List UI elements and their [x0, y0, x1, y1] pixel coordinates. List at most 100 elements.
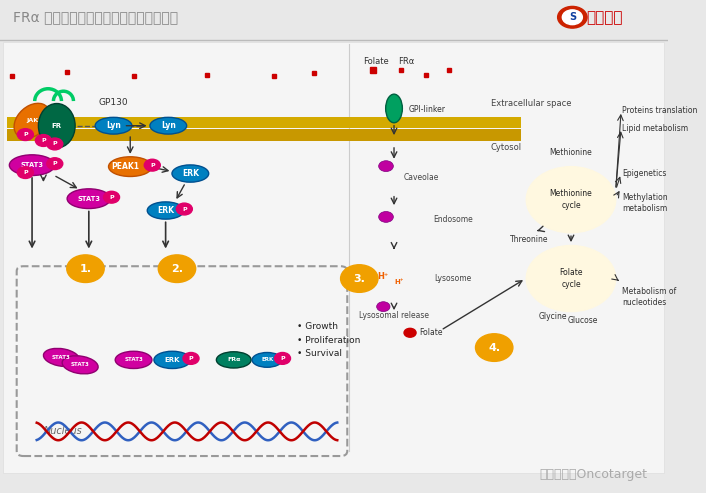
Circle shape [47, 158, 63, 170]
FancyBboxPatch shape [188, 117, 193, 128]
FancyBboxPatch shape [75, 117, 80, 128]
Circle shape [526, 167, 616, 233]
FancyBboxPatch shape [35, 117, 41, 128]
Text: P: P [150, 163, 155, 168]
FancyBboxPatch shape [137, 117, 143, 128]
Text: Lyn: Lyn [161, 121, 176, 130]
Text: Endosome: Endosome [433, 215, 472, 224]
FancyBboxPatch shape [301, 117, 307, 128]
Text: ERK: ERK [157, 206, 174, 215]
FancyBboxPatch shape [176, 117, 182, 128]
Circle shape [158, 255, 196, 282]
FancyBboxPatch shape [193, 117, 200, 128]
FancyBboxPatch shape [18, 130, 24, 141]
Text: Glucose: Glucose [568, 316, 598, 325]
FancyBboxPatch shape [306, 117, 313, 128]
Circle shape [275, 352, 290, 364]
Text: Methionine: Methionine [549, 148, 592, 157]
FancyBboxPatch shape [52, 130, 58, 141]
FancyBboxPatch shape [295, 117, 301, 128]
FancyBboxPatch shape [47, 117, 52, 128]
FancyBboxPatch shape [97, 130, 103, 141]
FancyBboxPatch shape [165, 117, 171, 128]
FancyBboxPatch shape [261, 130, 268, 141]
FancyBboxPatch shape [6, 130, 347, 141]
FancyBboxPatch shape [216, 130, 222, 141]
Ellipse shape [14, 104, 50, 138]
Text: P: P [52, 141, 57, 146]
Circle shape [67, 255, 104, 282]
FancyBboxPatch shape [64, 117, 69, 128]
FancyBboxPatch shape [4, 42, 664, 473]
Ellipse shape [44, 349, 80, 366]
Ellipse shape [378, 211, 393, 222]
Text: P: P [52, 161, 57, 166]
FancyBboxPatch shape [30, 130, 35, 141]
FancyBboxPatch shape [154, 130, 160, 141]
Text: S: S [569, 12, 576, 22]
Text: FRα: FRα [398, 57, 414, 66]
FancyBboxPatch shape [227, 117, 234, 128]
FancyBboxPatch shape [92, 130, 97, 141]
FancyBboxPatch shape [58, 117, 64, 128]
Text: Lysosomal release: Lysosomal release [359, 311, 429, 320]
Text: STAT3: STAT3 [124, 357, 143, 362]
Circle shape [404, 328, 416, 337]
Text: Caveolae: Caveolae [404, 173, 439, 182]
Text: P: P [41, 138, 46, 143]
Text: Folate: Folate [363, 57, 389, 66]
FancyBboxPatch shape [109, 130, 114, 141]
Text: 4.: 4. [488, 343, 501, 352]
Text: H⁺: H⁺ [378, 272, 389, 281]
Text: 1.: 1. [80, 264, 92, 274]
FancyBboxPatch shape [109, 117, 114, 128]
FancyBboxPatch shape [103, 130, 109, 141]
Text: P: P [182, 207, 186, 211]
FancyBboxPatch shape [143, 117, 148, 128]
Text: STAT3: STAT3 [20, 162, 44, 168]
Text: JAK: JAK [26, 118, 38, 123]
FancyBboxPatch shape [18, 117, 24, 128]
Ellipse shape [377, 302, 390, 312]
FancyBboxPatch shape [233, 130, 239, 141]
Circle shape [18, 167, 33, 178]
FancyBboxPatch shape [335, 117, 341, 128]
FancyBboxPatch shape [210, 117, 217, 128]
Text: Methylation
metabolism: Methylation metabolism [623, 193, 668, 213]
FancyBboxPatch shape [148, 130, 154, 141]
Text: Methionine
cycle: Methionine cycle [549, 189, 592, 210]
FancyBboxPatch shape [289, 130, 296, 141]
FancyBboxPatch shape [131, 117, 137, 128]
Text: 氧基财经: 氧基财经 [586, 10, 623, 25]
FancyBboxPatch shape [137, 130, 143, 141]
Text: GPI-linker: GPI-linker [409, 105, 445, 114]
FancyBboxPatch shape [120, 130, 126, 141]
Text: STAT3: STAT3 [71, 362, 90, 367]
FancyBboxPatch shape [340, 130, 347, 141]
Text: 2.: 2. [171, 264, 183, 274]
Text: 3.: 3. [354, 274, 365, 283]
FancyBboxPatch shape [312, 117, 318, 128]
Circle shape [176, 203, 192, 215]
FancyBboxPatch shape [64, 130, 69, 141]
Text: • Growth
• Proliferation
• Survival: • Growth • Proliferation • Survival [297, 322, 361, 358]
FancyBboxPatch shape [199, 117, 205, 128]
Ellipse shape [9, 155, 55, 176]
Text: Nucleus: Nucleus [43, 426, 82, 436]
FancyBboxPatch shape [12, 117, 18, 128]
FancyBboxPatch shape [114, 117, 120, 128]
Ellipse shape [216, 352, 251, 368]
FancyBboxPatch shape [323, 117, 330, 128]
Text: Lyn: Lyn [106, 121, 121, 130]
Circle shape [47, 138, 63, 150]
Text: FR: FR [52, 123, 62, 129]
FancyBboxPatch shape [24, 117, 30, 128]
Circle shape [35, 135, 52, 146]
Text: Metabolism of
nucleotides: Metabolism of nucleotides [623, 287, 676, 307]
FancyBboxPatch shape [120, 117, 126, 128]
Ellipse shape [38, 104, 75, 148]
FancyBboxPatch shape [52, 117, 58, 128]
Ellipse shape [109, 157, 152, 176]
FancyBboxPatch shape [126, 117, 131, 128]
FancyBboxPatch shape [131, 130, 137, 141]
